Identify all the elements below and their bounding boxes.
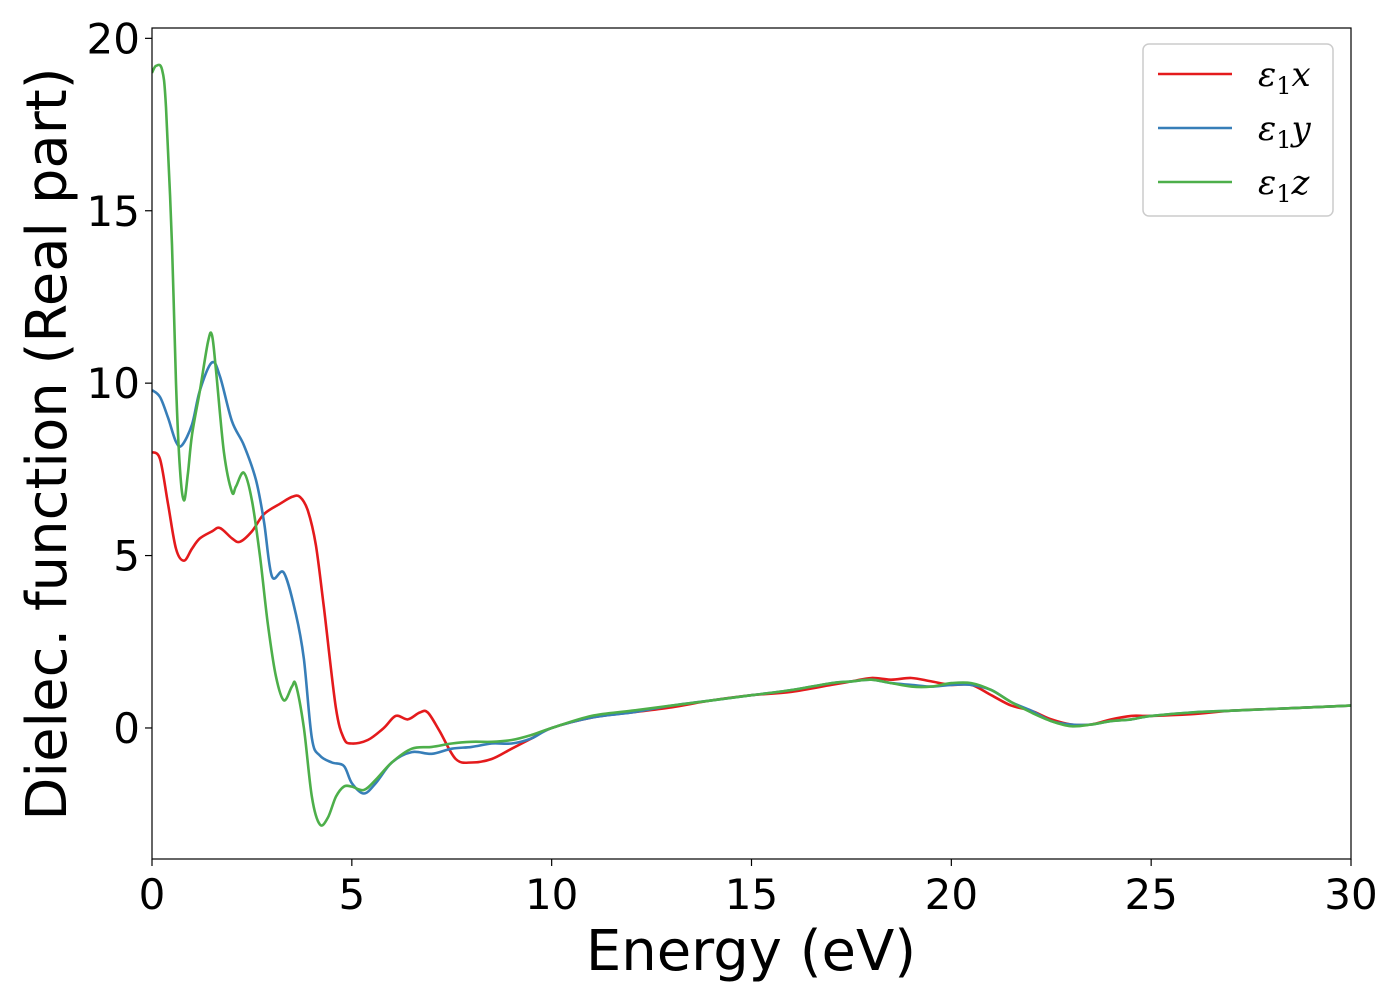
x-tick-label: 30	[1324, 870, 1377, 919]
x-tick-label: 15	[725, 870, 778, 919]
x-axis-ticks: 0 5 10 15 20 25 30	[139, 859, 1378, 919]
legend-label-x: ε1x	[1258, 55, 1311, 100]
x-tick-label: 25	[1124, 870, 1177, 919]
legend-frame	[1142, 43, 1334, 217]
x-axis-label: Energy (eV)	[586, 919, 916, 984]
y-tick-label: 5	[113, 532, 140, 581]
legend: ε1x ε1y ε1z	[1142, 43, 1334, 217]
y-tick-label: 0	[113, 704, 140, 753]
x-tick-label: 5	[338, 870, 365, 919]
x-tick-label: 0	[139, 870, 166, 919]
y-tick-label: 10	[87, 359, 140, 408]
legend-label-z: ε1z	[1258, 163, 1311, 208]
y-axis-label: Dielec. function (Real part)	[15, 67, 80, 820]
x-tick-label: 10	[525, 870, 578, 919]
legend-label-y: ε1y	[1258, 109, 1312, 154]
series-line-z	[152, 63, 1351, 827]
y-tick-label: 20	[87, 14, 140, 63]
y-axis-ticks: 0 5 10 15 20	[87, 14, 152, 753]
x-tick-label: 20	[925, 870, 978, 919]
series-layer	[152, 63, 1351, 827]
y-tick-label: 15	[87, 187, 140, 236]
